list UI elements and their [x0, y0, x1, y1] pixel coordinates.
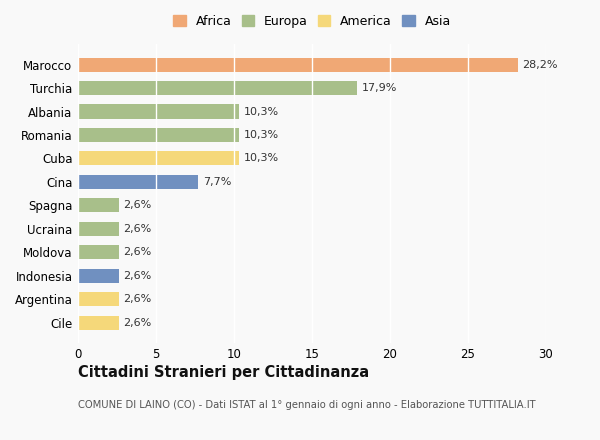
Bar	[78, 151, 239, 165]
Text: 2,6%: 2,6%	[123, 224, 151, 234]
Text: 17,9%: 17,9%	[362, 83, 397, 93]
Text: COMUNE DI LAINO (CO) - Dati ISTAT al 1° gennaio di ogni anno - Elaborazione TUTT: COMUNE DI LAINO (CO) - Dati ISTAT al 1° …	[78, 400, 536, 411]
Bar	[78, 245, 119, 259]
Text: 10,3%: 10,3%	[244, 106, 278, 117]
Text: 2,6%: 2,6%	[123, 318, 151, 327]
Bar	[78, 104, 239, 118]
Bar	[78, 128, 239, 142]
Text: 10,3%: 10,3%	[244, 154, 278, 163]
Bar	[78, 81, 357, 95]
Bar	[78, 315, 119, 330]
Text: 28,2%: 28,2%	[523, 60, 558, 70]
Text: 2,6%: 2,6%	[123, 271, 151, 281]
Bar	[78, 175, 198, 189]
Bar	[78, 222, 119, 236]
Text: 2,6%: 2,6%	[123, 200, 151, 210]
Text: 10,3%: 10,3%	[244, 130, 278, 140]
Text: 7,7%: 7,7%	[203, 177, 231, 187]
Bar	[78, 58, 518, 72]
Text: 2,6%: 2,6%	[123, 247, 151, 257]
Bar	[78, 269, 119, 283]
Text: Cittadini Stranieri per Cittadinanza: Cittadini Stranieri per Cittadinanza	[78, 365, 369, 380]
Bar	[78, 292, 119, 306]
Legend: Africa, Europa, America, Asia: Africa, Europa, America, Asia	[169, 11, 455, 32]
Text: 2,6%: 2,6%	[123, 294, 151, 304]
Bar	[78, 198, 119, 213]
